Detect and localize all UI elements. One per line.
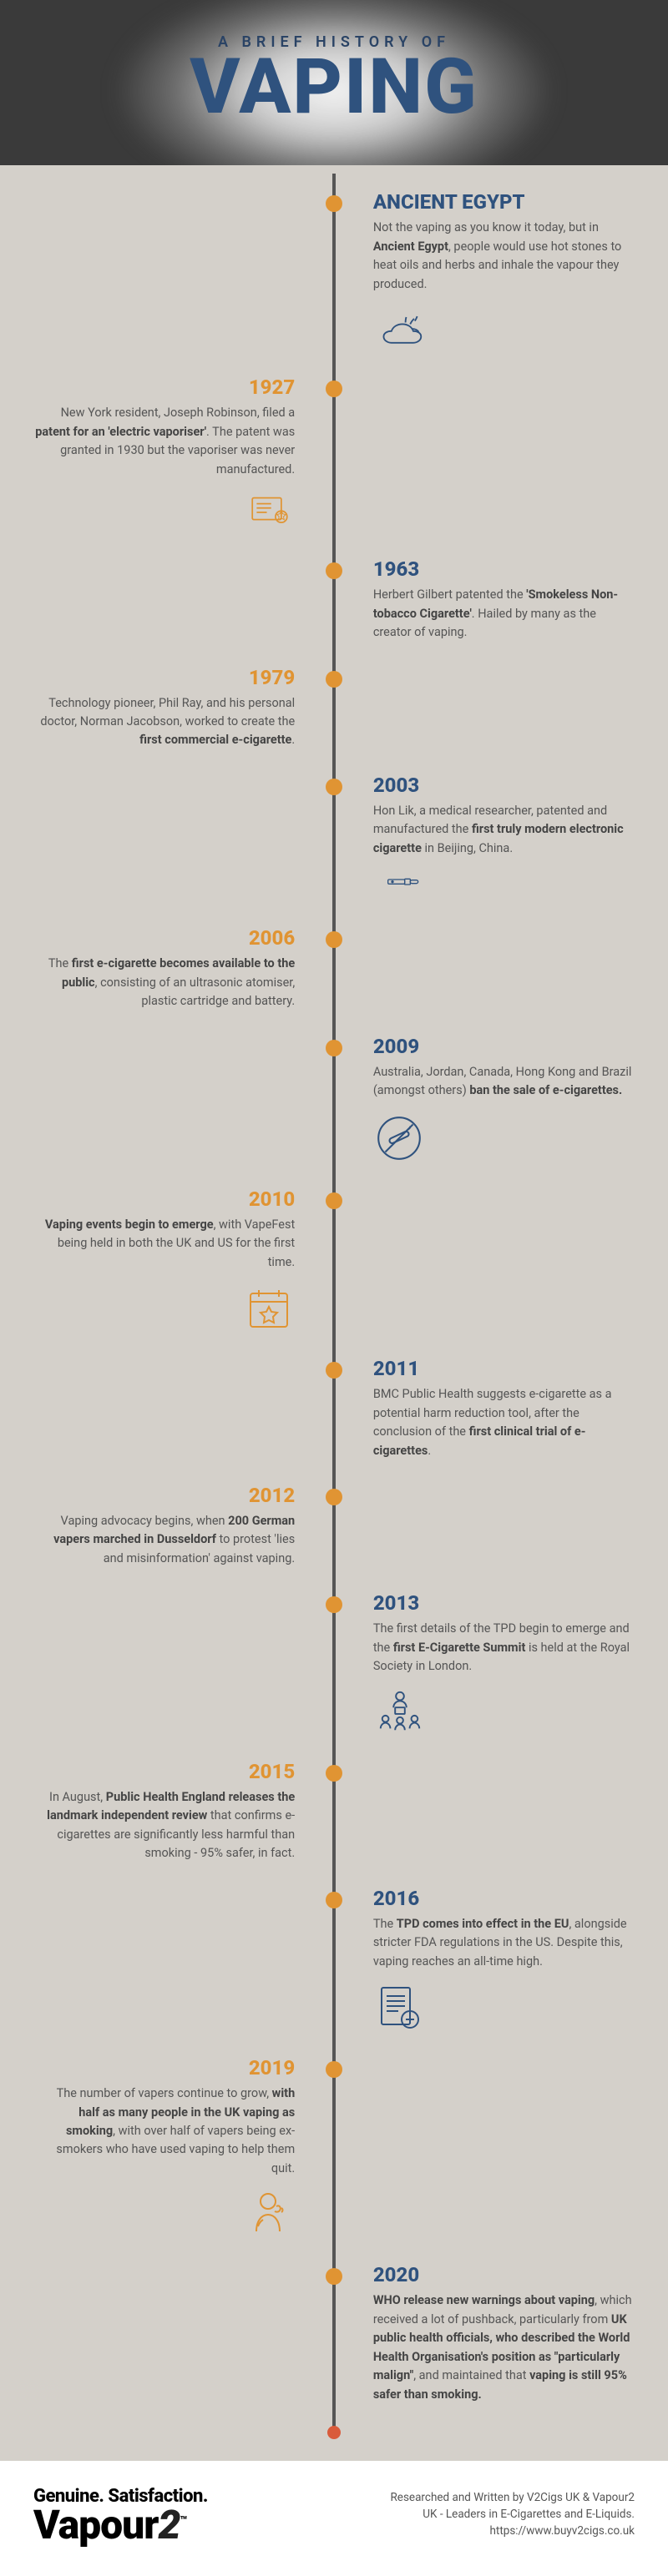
entry-body: Hon Lik, a medical researcher, patented … [373,802,635,858]
entry-body: Not the vaping as you know it today, but… [373,219,635,294]
entry-body: Vaping events begin to emerge, with Vape… [33,1216,295,1272]
timeline-entry: 1927 New York resident, Joseph Robinson, … [33,376,635,534]
timeline-dot [326,1489,342,1505]
timeline-dot [326,1192,342,1209]
timeline-entry: 2011 BMC Public Health suggests e-cigaret… [33,1357,635,1460]
entry-year: 2012 [33,1484,295,1507]
entry-year: 2010 [33,1187,295,1211]
timeline-entry: ANCIENT EGYPT Not the vaping as you know … [33,190,635,352]
timeline-dot [326,562,342,579]
doc-icon [373,1983,635,2033]
entry-year: 1979 [33,666,295,689]
timeline-entry: 2009 Australia, Jordan, Canada, Hong Kong… [33,1035,635,1164]
entry-content: 2003 Hon Lik, a medical researcher, paten… [358,774,635,903]
entry-content: 2013 The first details of the TPD begin t… [358,1591,635,1736]
summit-icon [373,1688,635,1737]
brand-text: Vapour [33,2501,158,2548]
entry-body: WHO release new warnings about vaping, w… [373,2291,635,2404]
timeline-dot [326,381,342,397]
timeline-entry: 1963 Herbert Gilbert patented the 'Smokel… [33,557,635,642]
entry-content: 1927 New York resident, Joseph Robinson, … [33,376,310,534]
timeline-entry: 2010 Vaping events begin to emerge, with … [33,1187,635,1333]
timeline-dot [326,195,342,212]
entry-content: ANCIENT EGYPT Not the vaping as you know … [358,190,635,352]
entry-content: 2020 WHO release new warnings about vapin… [358,2263,635,2404]
entry-body: The first details of the TPD begin to em… [373,1620,635,1676]
credit-url: https://www.buyv2cigs.co.uk [233,2523,635,2539]
trademark-icon: ™ [180,2514,186,2528]
timeline-dot [326,1596,342,1613]
timeline-entry: 2016 The TPD comes into effect in the EU,… [33,1887,635,2033]
entry-body: In August, Public Health England release… [33,1788,295,1863]
timeline-entry: 2015 In August, Public Health England rel… [33,1760,635,1863]
entry-content: 2009 Australia, Jordan, Canada, Hong Kong… [358,1035,635,1164]
timeline-entry: 2019 The number of vapers continue to gro… [33,2056,635,2240]
timeline-dot [326,1040,342,1056]
brand-name: Vapour2™ [33,2507,208,2543]
entry-year: 1963 [373,557,635,581]
timeline-end-dot [327,2426,341,2439]
entry-body: New York resident, Joseph Robinson, file… [33,404,295,479]
entry-content: 2006 The first e-cigarette becomes availa… [33,926,310,1011]
brand-suffix: 2 [158,2501,180,2548]
entry-year: 2013 [373,1591,635,1615]
timeline: ANCIENT EGYPT Not the vaping as you know … [0,165,668,2461]
timeline-dot [326,931,342,948]
timeline-dot [326,1765,342,1782]
entry-body: The TPD comes into effect in the EU, alo… [373,1915,635,1971]
timeline-dot [326,1362,342,1379]
timeline-entry: 2012 Vaping advocacy begins, when 200 Ger… [33,1484,635,1568]
timeline-entry: 2013 The first details of the TPD begin t… [33,1591,635,1736]
entry-year: 2009 [373,1035,635,1058]
entry-content: 2019 The number of vapers continue to gro… [33,2056,310,2240]
entry-year: 1927 [33,376,295,399]
person-icon [33,2190,295,2240]
ban-icon [373,1112,635,1164]
ecig-icon [373,870,635,903]
footer: Genuine. Satisfaction. Vapour2™ Research… [0,2461,668,2576]
timeline-entry: 2003 Hon Lik, a medical researcher, paten… [33,774,635,903]
entry-year: ANCIENT EGYPT [373,190,635,214]
timeline-dot [326,2268,342,2285]
timeline-dot [326,779,342,795]
entry-year: 2020 [373,2263,635,2286]
entry-content: 2016 The TPD comes into effect in the EU,… [358,1887,635,2033]
entry-year: 2011 [373,1357,635,1380]
timeline-entry: 2006 The first e-cigarette becomes availa… [33,926,635,1011]
footer-credit: Researched and Written by V2Cigs UK & Va… [233,2489,635,2540]
entry-content: 1979 Technology pioneer, Phil Ray, and hi… [33,666,310,750]
credit-line: UK - Leaders in E-Cigarettes and E-Liqui… [233,2506,635,2523]
patent-icon [33,491,295,534]
entry-year: 2016 [373,1887,635,1910]
entry-content: 1963 Herbert Gilbert patented the 'Smokel… [358,557,635,642]
entry-body: Technology pioneer, Phil Ray, and his pe… [33,694,295,750]
entry-content: 2012 Vaping advocacy begins, when 200 Ger… [33,1484,310,1568]
entry-body: The number of vapers continue to grow, w… [33,2084,295,2178]
entry-body: The first e-cigarette becomes available … [33,955,295,1011]
entry-year: 2006 [33,926,295,950]
entry-body: Vaping advocacy begins, when 200 German … [33,1512,295,1568]
header: A BRIEF HISTORY OF VAPING [0,0,668,165]
entry-year: 2015 [33,1760,295,1783]
timeline-entry: 2020 WHO release new warnings about vapin… [33,2263,635,2404]
entry-year: 2019 [33,2056,295,2079]
timeline-dot [326,671,342,688]
credit-line: Researched and Written by V2Cigs UK & Va… [233,2489,635,2506]
entry-content: 2015 In August, Public Health England rel… [33,1760,310,1863]
entry-content: 2010 Vaping events begin to emerge, with … [33,1187,310,1333]
brand-logo: Genuine. Satisfaction. Vapour2™ [33,2486,208,2543]
timeline-entry: 1979 Technology pioneer, Phil Ray, and hi… [33,666,635,750]
header-title: VAPING [17,51,651,124]
calendar-icon [33,1283,295,1333]
entry-body: BMC Public Health suggests e-cigarette a… [373,1385,635,1460]
stones-icon [373,305,635,352]
entry-body: Australia, Jordan, Canada, Hong Kong and… [373,1063,635,1101]
entry-content: 2011 BMC Public Health suggests e-cigaret… [358,1357,635,1460]
entry-body: Herbert Gilbert patented the 'Smokeless … [373,586,635,642]
timeline-dot [326,2061,342,2078]
entry-year: 2003 [373,774,635,797]
timeline-dot [326,1892,342,1908]
